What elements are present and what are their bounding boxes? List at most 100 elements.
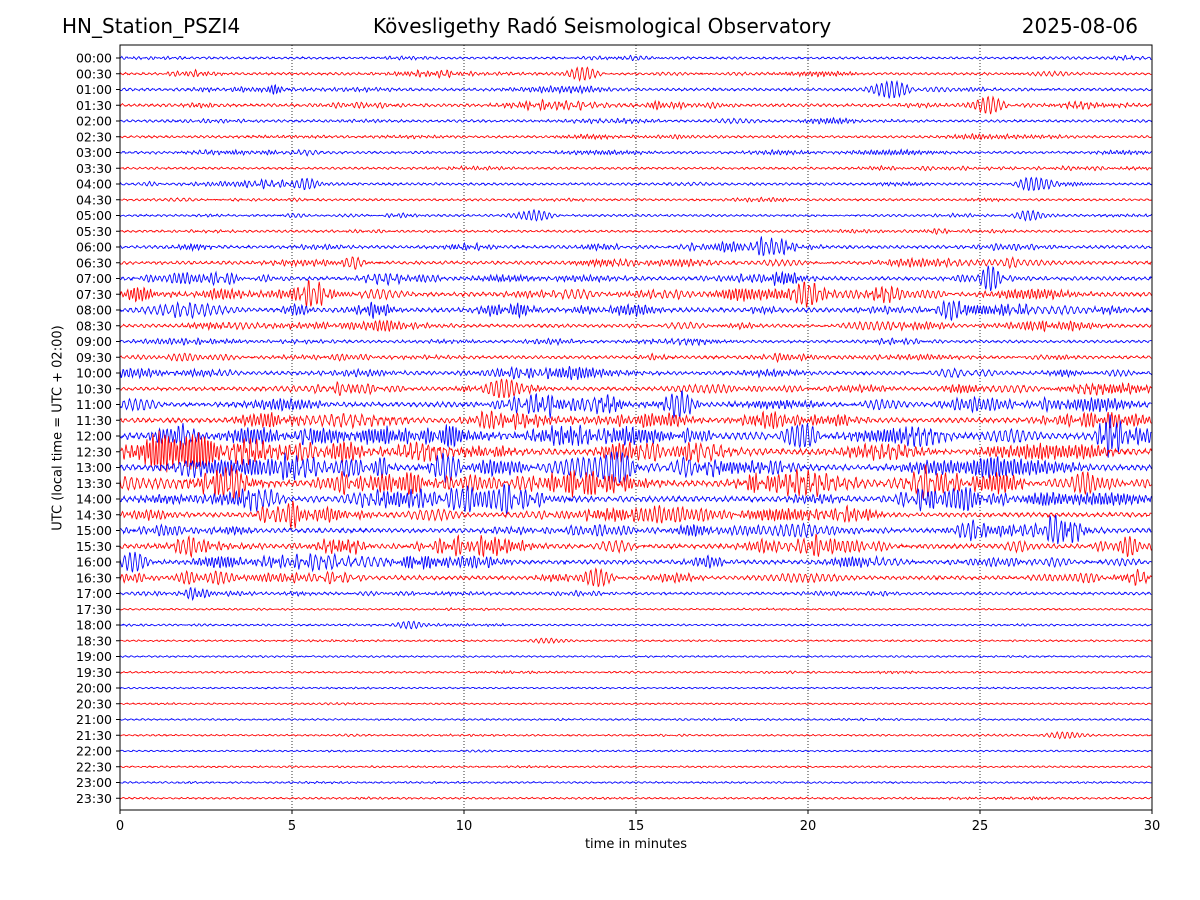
y-tick-label: 21:00 (76, 712, 112, 727)
trace-2300 (119, 780, 1152, 785)
trace-2000 (119, 686, 1152, 690)
y-tick-label: 14:30 (76, 507, 112, 522)
trace-1300 (119, 451, 1152, 485)
x-tick-label: 0 (116, 819, 124, 834)
trace-1200 (119, 414, 1152, 458)
x-axis: 0 5 10 15 20 25 30 (116, 810, 1160, 834)
y-tick-label: 22:30 (76, 759, 112, 774)
x-tick-label: 20 (800, 819, 817, 834)
trace-0530 (119, 227, 1152, 236)
trace-1730 (119, 607, 1152, 612)
trace-1600 (119, 551, 1152, 573)
y-tick-label: 03:00 (76, 145, 112, 160)
y-tick-label: 12:30 (76, 444, 112, 459)
y-tick-label: 08:00 (76, 303, 112, 318)
x-tick-label: 15 (628, 819, 645, 834)
y-tick-label: 21:30 (76, 728, 112, 743)
trace-2030 (119, 701, 1152, 706)
x-tick-label: 5 (288, 819, 296, 834)
x-tick-label: 10 (456, 819, 473, 834)
y-tick-label: 09:30 (76, 350, 112, 365)
y-tick-label: 18:00 (76, 618, 112, 633)
y-tick-label: 12:00 (76, 429, 112, 444)
trace-0300 (119, 148, 1152, 157)
trace-1130 (119, 410, 1152, 430)
station-label: HN_Station_PSZI4 (62, 14, 241, 38)
x-tick-label: 25 (972, 819, 989, 834)
trace-0400 (119, 176, 1152, 192)
trace-2230 (119, 764, 1152, 769)
y-axis: 00:0000:3001:0001:3002:0002:3003:0003:30… (76, 51, 120, 806)
trace-1500 (119, 514, 1152, 545)
trace-0330 (119, 164, 1152, 172)
y-tick-label: 20:30 (76, 696, 112, 711)
y-tick-label: 18:30 (76, 633, 112, 648)
trace-1700 (119, 586, 1152, 602)
y-tick-label: 10:00 (76, 366, 112, 381)
trace-0430 (119, 196, 1152, 203)
y-tick-label: 02:30 (76, 129, 112, 144)
trace-0800 (119, 299, 1152, 322)
vertical-grid (291, 45, 981, 810)
trace-0500 (119, 208, 1152, 222)
trace-0730 (119, 279, 1152, 309)
y-axis-title: UTC (local time = UTC + 02:00) (50, 325, 66, 531)
y-tick-label: 03:30 (76, 161, 112, 176)
trace-0030 (120, 66, 1152, 83)
y-tick-label: 07:00 (76, 271, 112, 286)
y-tick-label: 09:00 (76, 334, 112, 349)
y-tick-label: 04:30 (76, 192, 112, 207)
y-tick-label: 00:00 (76, 51, 112, 66)
trace-0630 (119, 256, 1152, 270)
trace-2100 (119, 717, 1152, 722)
trace-1000 (119, 365, 1152, 381)
trace-2200 (119, 749, 1152, 753)
y-tick-label: 19:00 (76, 649, 112, 664)
y-tick-label: 13:30 (76, 476, 112, 491)
y-tick-label: 15:00 (76, 523, 112, 538)
trace-1330 (119, 464, 1152, 501)
trace-1030 (119, 378, 1152, 399)
trace-0700 (119, 265, 1152, 292)
y-tick-label: 17:00 (76, 586, 112, 601)
trace-0600 (119, 236, 1152, 257)
y-tick-label: 10:30 (76, 381, 112, 396)
y-tick-label: 23:30 (76, 791, 112, 806)
x-axis-title: time in minutes (584, 837, 688, 852)
y-tick-label: 05:30 (76, 224, 112, 239)
y-tick-label: 23:00 (76, 775, 112, 790)
trace-1430 (119, 500, 1152, 530)
trace-1400 (119, 483, 1152, 516)
y-tick-label: 00:30 (76, 66, 112, 81)
trace-1900 (119, 654, 1152, 659)
trace-0830 (119, 319, 1152, 333)
y-tick-label: 17:30 (76, 602, 112, 617)
y-tick-label: 06:00 (76, 240, 112, 255)
trace-1930 (119, 669, 1152, 675)
trace-0930 (119, 352, 1152, 364)
y-tick-label: 06:30 (76, 255, 112, 270)
y-tick-label: 15:30 (76, 539, 112, 554)
y-tick-label: 16:00 (76, 555, 112, 570)
x-tick-label: 30 (1144, 819, 1161, 834)
y-tick-label: 14:00 (76, 492, 112, 507)
y-tick-label: 04:00 (76, 177, 112, 192)
trace-2330 (119, 796, 1152, 801)
trace-0130 (119, 95, 1152, 115)
y-tick-label: 19:30 (76, 665, 112, 680)
y-tick-label: 20:00 (76, 681, 112, 696)
y-tick-label: 07:30 (76, 287, 112, 302)
trace-1530 (119, 533, 1152, 559)
trace-0230 (119, 132, 1152, 141)
trace-1230 (119, 430, 1152, 473)
y-tick-label: 02:00 (76, 114, 112, 129)
trace-1830 (119, 637, 1152, 644)
y-tick-label: 01:00 (76, 82, 112, 97)
chart-date: 2025-08-06 (1021, 14, 1138, 38)
trace-2130 (119, 730, 1152, 740)
trace-1800 (119, 620, 1152, 630)
trace-0200 (119, 116, 1152, 125)
trace-layer (119, 54, 1152, 801)
y-tick-label: 11:30 (76, 413, 112, 428)
